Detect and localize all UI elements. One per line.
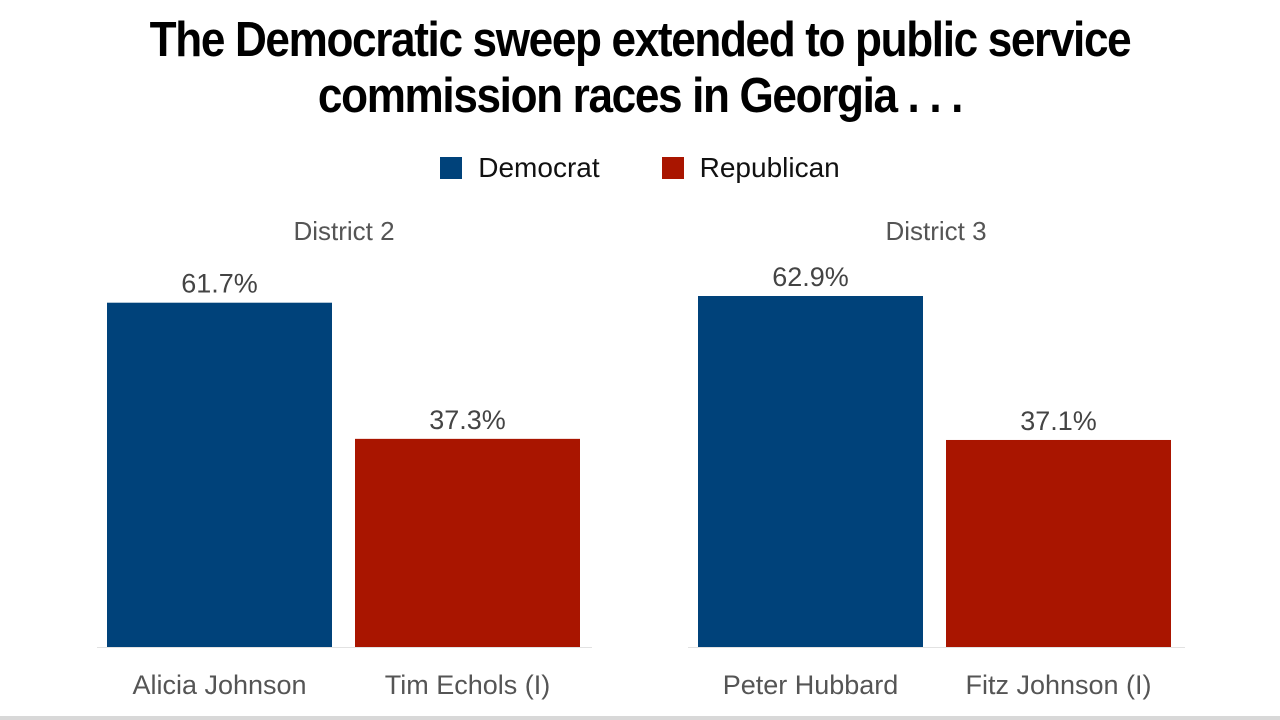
panel-district-3: District 3 62.9% Peter Hubbard 37.1% Fitz Jo…	[688, 216, 1185, 700]
data-label: 37.1%	[1020, 406, 1097, 436]
legend: Democrat Republican	[0, 152, 1280, 184]
category-label: Tim Echols (I)	[385, 670, 551, 700]
chart-title: The Democratic sweep extended to public …	[64, 12, 1216, 124]
panel-title: District 2	[293, 216, 394, 246]
panel-title: District 3	[885, 216, 986, 246]
panel-district-2: District 2 61.7% Alicia Johnson 37.3% Tim Ec…	[97, 216, 592, 700]
data-label: 61.7%	[181, 269, 258, 299]
category-label: Peter Hubbard	[723, 670, 899, 700]
legend-swatch-democrat	[440, 157, 463, 179]
bar-fitz-johnson-i	[946, 439, 1171, 647]
chart-title-line-2: commission races in Georgia . . .	[317, 69, 963, 123]
legend-label-democrat: Democrat	[478, 152, 600, 183]
chart-title-line-1: The Democratic sweep extended to public …	[149, 13, 1132, 67]
data-label: 62.9%	[772, 262, 849, 292]
bottom-rule	[0, 716, 1280, 720]
legend-item-republican: Republican	[661, 152, 840, 184]
legend-item-democrat: Democrat	[440, 152, 600, 184]
category-label: Alicia Johnson	[132, 670, 306, 700]
bar-tim-echols-i	[355, 438, 580, 647]
data-label: 37.3%	[429, 405, 506, 435]
bar-alicia-johnson	[107, 302, 332, 647]
bar-peter-hubbard	[698, 296, 923, 647]
legend-label-republican: Republican	[699, 152, 840, 183]
category-label: Fitz Johnson (I)	[965, 670, 1151, 700]
legend-swatch-republican	[661, 157, 684, 179]
